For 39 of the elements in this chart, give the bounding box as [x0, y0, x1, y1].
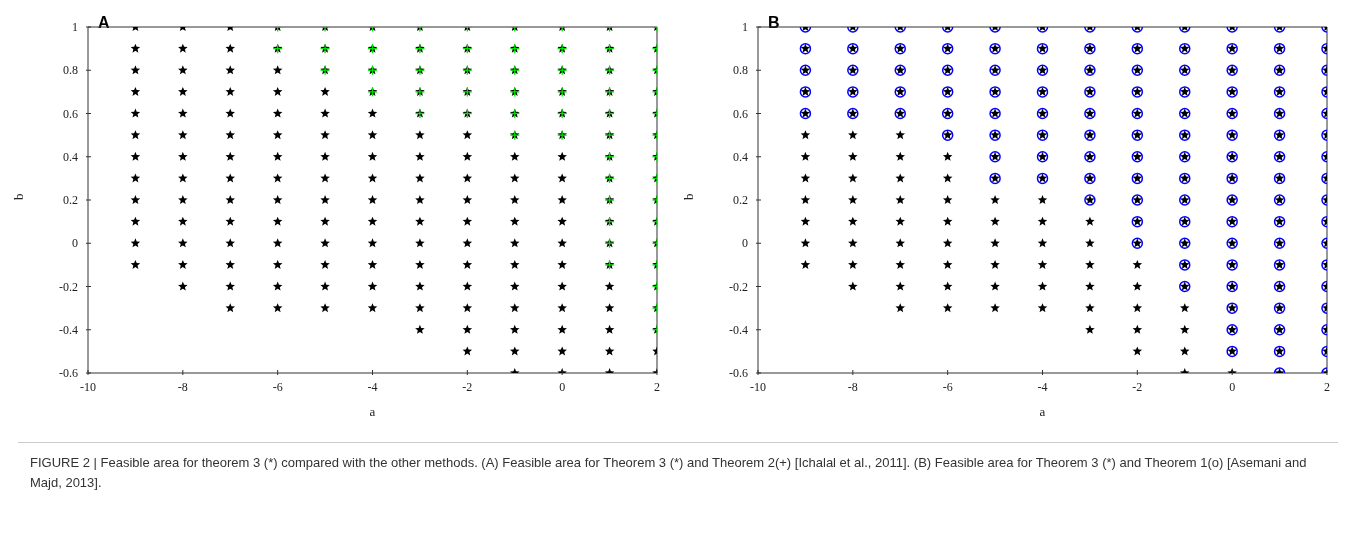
x-tick-label: 2	[654, 380, 660, 394]
y-tick-label: 0.6	[63, 106, 78, 121]
x-axis-title: a	[1039, 404, 1046, 419]
y-tick-label: -0.4	[729, 322, 748, 337]
y-tick-label: -0.2	[729, 279, 748, 294]
x-axis-title: a	[369, 404, 376, 419]
y-tick-label: 0.8	[63, 63, 78, 78]
y-tick-label: 0.8	[733, 63, 748, 78]
y-tick-label: 0.4	[63, 149, 78, 164]
y-tick-label: -0.4	[59, 322, 78, 337]
x-tick-label: 0	[559, 380, 566, 394]
x-tick-label: -8	[847, 380, 858, 394]
x-tick-label: -4	[1037, 380, 1048, 394]
y-tick-label: -0.2	[59, 279, 78, 294]
x-tick-label: -8	[177, 380, 188, 394]
chart-title: B	[768, 14, 780, 32]
y-axis-title: b	[680, 193, 696, 200]
x-tick-label: -4	[367, 380, 378, 394]
x-tick-label: 2	[1324, 380, 1330, 394]
y-tick-label: 0	[742, 236, 748, 251]
y-tick-label: -0.6	[59, 366, 78, 380]
y-tick-label: 0.2	[733, 193, 748, 207]
x-tick-label: -6	[942, 380, 953, 394]
chart-title: A	[98, 14, 110, 32]
y-tick-label: 0.4	[733, 149, 748, 164]
y-axis-title: b	[10, 193, 26, 200]
y-tick-label: 1	[742, 20, 748, 34]
x-tick-label: -6	[272, 380, 283, 394]
x-tick-label: 0	[1229, 380, 1236, 394]
y-tick-label: 1	[72, 20, 78, 34]
caption: FIGURE 2 | Feasible area for theorem 3 (*) compared with the other methods. (A) Feasible area for Theorem 3 (*) and Theorem 2(+) [Ichalal et al., 2011]. (B) Feasible area for Theorem 3 (*) and Theorem 1(o) [Asemani and Majd, 2013].	[30, 454, 1308, 492]
y-tick-label: -0.6	[729, 366, 748, 380]
y-tick-label: 0.6	[733, 106, 748, 121]
x-tick-label: -2	[1132, 380, 1143, 394]
x-tick-label: -10	[80, 380, 96, 394]
y-tick-label: 0.2	[63, 193, 78, 207]
y-tick-label: 0	[72, 236, 78, 251]
x-tick-label: -2	[462, 380, 473, 394]
x-tick-label: -10	[750, 380, 766, 394]
